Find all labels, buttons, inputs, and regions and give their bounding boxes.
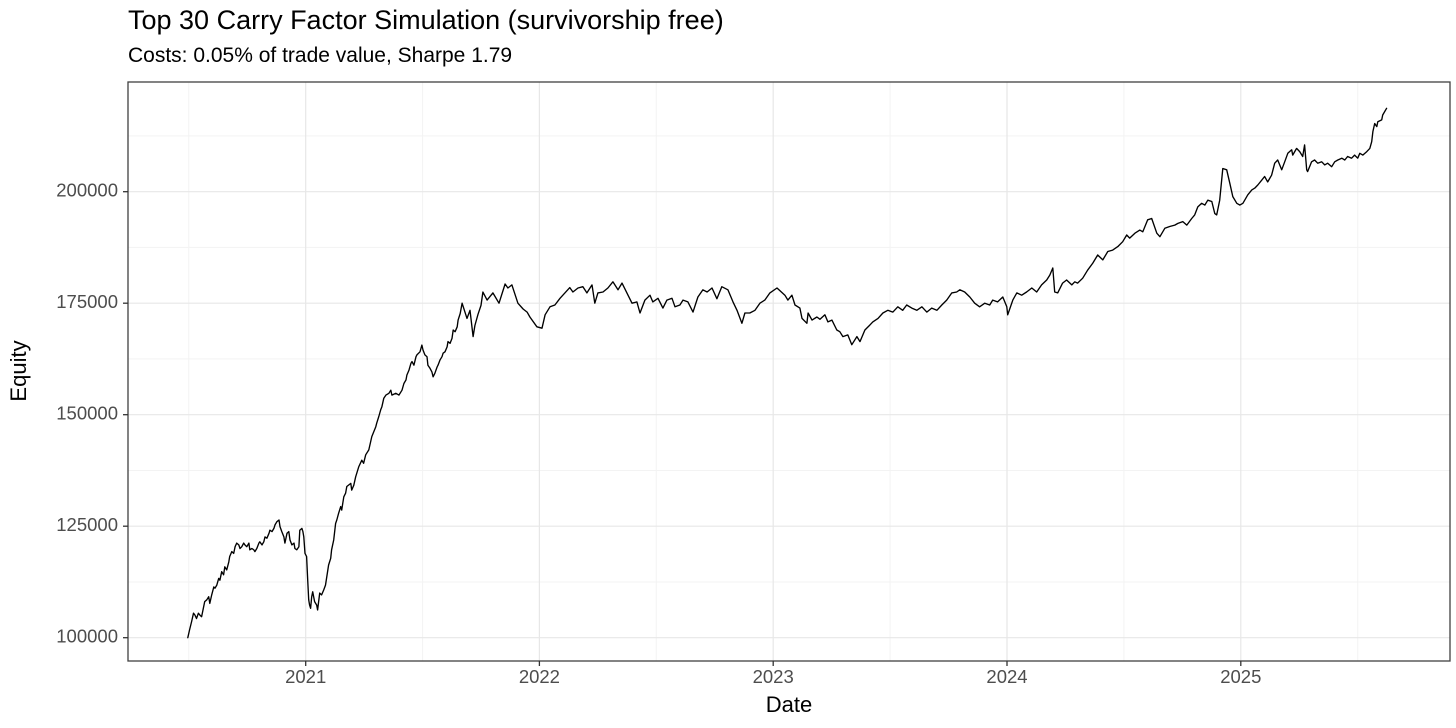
y-tick-label: 150000 [56, 403, 118, 424]
x-tick-label: 2025 [1220, 666, 1261, 687]
x-tick-label: 2021 [285, 666, 326, 687]
panel-background [128, 82, 1450, 661]
x-tick-label: 2024 [986, 666, 1027, 687]
y-tick-label: 200000 [56, 180, 118, 201]
y-tick-label: 125000 [56, 514, 118, 535]
x-tick-label: 2022 [519, 666, 560, 687]
x-axis-title: Date [765, 692, 813, 717]
y-tick-label: 175000 [56, 291, 118, 312]
panel-border [127, 81, 1451, 662]
chart-title: Top 30 Carry Factor Simulation (survivor… [128, 5, 724, 35]
x-tick-label: 2023 [753, 666, 794, 687]
y-tick-label: 100000 [56, 626, 118, 647]
y-axis-title: Equity [6, 340, 31, 402]
equity-series-line [187, 107, 1388, 639]
chart-subtitle: Costs: 0.05% of trade value, Sharpe 1.79 [128, 44, 513, 67]
